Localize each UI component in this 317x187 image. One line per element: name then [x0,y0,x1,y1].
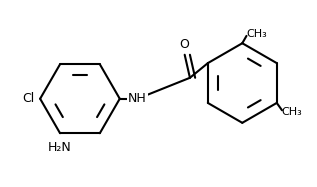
Text: CH₃: CH₃ [281,107,302,117]
Text: NH: NH [128,92,147,105]
Text: CH₃: CH₃ [247,29,267,39]
Text: Cl: Cl [23,92,35,105]
Text: H₂N: H₂N [48,141,72,154]
Text: O: O [180,38,190,50]
